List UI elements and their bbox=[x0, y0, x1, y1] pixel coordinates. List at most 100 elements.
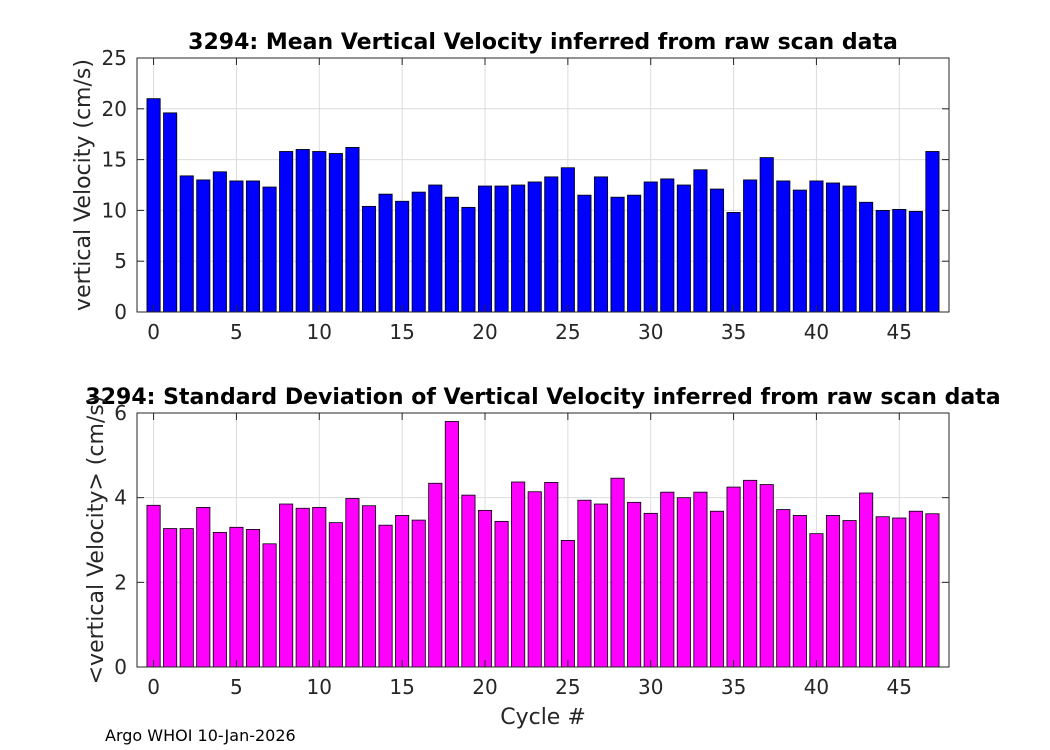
std-velocity-bar bbox=[577, 499, 592, 668]
mean-velocity-bar bbox=[511, 184, 526, 313]
mean-velocity-bar bbox=[643, 181, 658, 313]
std-velocity-bar bbox=[428, 482, 443, 668]
mean-velocity-bar bbox=[395, 200, 410, 313]
std-velocity-bar bbox=[295, 507, 310, 668]
std-velocity-bar bbox=[660, 491, 675, 668]
mean-velocity-bar bbox=[709, 188, 725, 313]
std-velocity-bar bbox=[361, 505, 377, 668]
footer-credit: Argo WHOI 10-Jan-2026 bbox=[105, 726, 296, 745]
mean-velocity-ytick-label: 5 bbox=[114, 249, 127, 273]
mean-velocity-bar bbox=[892, 208, 907, 313]
std-velocity-bar bbox=[859, 492, 874, 668]
mean-velocity-bar bbox=[428, 184, 443, 313]
std-velocity-ytick-label: 2 bbox=[114, 570, 127, 594]
std-velocity-bar bbox=[212, 531, 227, 668]
mean-velocity-bar bbox=[527, 181, 542, 313]
std-velocity-bar bbox=[709, 510, 725, 668]
mean-velocity-bar bbox=[560, 167, 575, 313]
mean-velocity-bar bbox=[610, 196, 625, 313]
std-velocity-bar bbox=[743, 479, 758, 668]
std-velocity-title: 3294: Standard Deviation of Vertical Vel… bbox=[85, 385, 1000, 410]
mean-velocity-xtick-label: 15 bbox=[389, 320, 414, 344]
mean-velocity-bar bbox=[378, 193, 393, 313]
std-velocity-ytick-label: 0 bbox=[114, 655, 127, 679]
mean-velocity-bar bbox=[842, 185, 857, 313]
std-velocity-xtick-label: 15 bbox=[389, 675, 414, 699]
std-velocity-bar bbox=[279, 503, 294, 668]
mean-velocity-bar bbox=[146, 98, 161, 313]
mean-velocity-bar bbox=[345, 147, 360, 313]
std-velocity-bar bbox=[726, 486, 741, 668]
std-velocity-xtick-label: 45 bbox=[887, 675, 912, 699]
std-velocity-bar bbox=[444, 421, 459, 668]
mean-velocity-bar bbox=[693, 169, 708, 313]
std-velocity-bar bbox=[676, 497, 691, 668]
std-velocity-bar bbox=[908, 510, 923, 668]
mean-velocity-bar bbox=[229, 180, 244, 313]
mean-velocity-ytick-label: 15 bbox=[102, 148, 127, 172]
mean-velocity-bar bbox=[361, 205, 377, 313]
std-velocity-bar bbox=[925, 513, 940, 668]
mean-velocity-ytick-label: 10 bbox=[102, 198, 127, 222]
mean-velocity-bar bbox=[593, 176, 609, 313]
mean-velocity-ytick-label: 20 bbox=[102, 97, 127, 121]
std-velocity-xtick-label: 25 bbox=[555, 675, 580, 699]
mean-velocity-bar bbox=[726, 212, 741, 313]
mean-velocity-xtick-label: 40 bbox=[804, 320, 829, 344]
std-velocity-bar bbox=[179, 528, 194, 668]
mean-velocity-title: 3294: Mean Vertical Velocity inferred fr… bbox=[188, 30, 898, 55]
mean-velocity-bar bbox=[676, 184, 691, 313]
std-velocity-bar bbox=[776, 509, 791, 668]
std-velocity-bar bbox=[461, 494, 476, 668]
std-velocity-chart: 0 5 10 15 20 25 30 35 40 45 0 2 4 6 3294: Standard De… bbox=[84, 385, 1001, 730]
std-velocity-bar bbox=[328, 522, 343, 668]
mean-velocity-xtick-label: 0 bbox=[147, 320, 160, 344]
std-velocity-xtick-label: 0 bbox=[147, 675, 160, 699]
mean-velocity-ticks: 0 5 10 15 20 25 30 35 40 45 0 5 10 15 20 25 bbox=[102, 46, 949, 344]
mean-velocity-xtick-label: 20 bbox=[472, 320, 497, 344]
std-velocity-bar bbox=[411, 519, 426, 668]
mean-velocity-bar bbox=[328, 153, 343, 313]
std-velocity-bar bbox=[511, 481, 526, 668]
std-velocity-bar bbox=[395, 515, 410, 668]
mean-velocity-axes-box bbox=[136, 57, 950, 313]
mean-velocity-bar bbox=[262, 186, 277, 313]
std-velocity-xtick-label: 35 bbox=[721, 675, 746, 699]
mean-velocity-xtick-label: 35 bbox=[721, 320, 746, 344]
mean-velocity-bar bbox=[544, 176, 559, 313]
mean-velocity-bar bbox=[444, 196, 459, 313]
std-velocity-bar bbox=[610, 477, 625, 668]
mean-velocity-xtick-label: 25 bbox=[555, 320, 580, 344]
std-velocity-bar bbox=[544, 482, 559, 668]
std-velocity-bar bbox=[792, 515, 807, 668]
mean-velocity-chart: 0 5 10 15 20 25 30 35 40 45 0 5 10 15 20 25 3294: Mean … bbox=[71, 30, 950, 344]
std-velocity-bar bbox=[477, 509, 493, 668]
std-velocity-axes-box bbox=[136, 412, 950, 668]
std-velocity-bar bbox=[378, 524, 393, 668]
std-velocity-bar bbox=[196, 506, 211, 668]
std-velocity-bar bbox=[627, 501, 642, 668]
mean-velocity-ylabel: vertical Velocity (cm/s) bbox=[71, 59, 96, 311]
mean-velocity-bar bbox=[660, 178, 675, 313]
std-velocity-ytick-label: 6 bbox=[114, 401, 127, 425]
std-velocity-ytick-label: 4 bbox=[114, 486, 127, 510]
std-velocity-bar bbox=[809, 533, 824, 668]
std-velocity-xtick-label: 30 bbox=[638, 675, 663, 699]
mean-velocity-bar bbox=[461, 206, 476, 313]
mean-velocity-xtick-label: 45 bbox=[887, 320, 912, 344]
mean-velocity-bar bbox=[627, 194, 642, 313]
std-velocity-ticks: 0 5 10 15 20 25 30 35 40 45 0 2 4 6 bbox=[114, 401, 949, 699]
std-velocity-xtick-label: 20 bbox=[472, 675, 497, 699]
std-velocity-bar bbox=[345, 498, 360, 668]
mean-velocity-ytick-label: 0 bbox=[114, 300, 127, 324]
std-velocity-xtick-label: 5 bbox=[230, 675, 243, 699]
mean-velocity-bar bbox=[875, 209, 890, 313]
mean-velocity-bars bbox=[146, 98, 940, 313]
std-velocity-bar bbox=[494, 520, 509, 668]
std-velocity-bar bbox=[825, 515, 841, 668]
std-velocity-bar bbox=[560, 540, 575, 668]
mean-velocity-bar bbox=[312, 151, 327, 313]
std-velocity-bar bbox=[229, 526, 244, 668]
std-velocity-bar bbox=[643, 512, 658, 668]
